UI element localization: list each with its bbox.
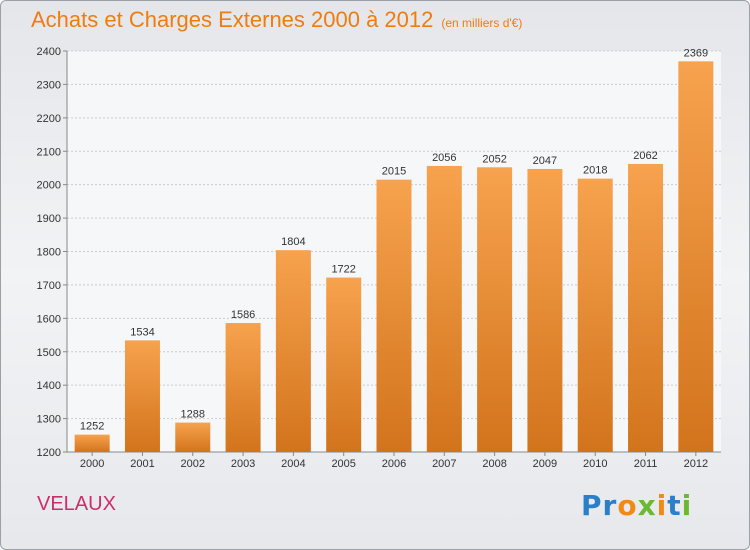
bar [326, 277, 362, 452]
x-tick-label: 2003 [231, 458, 255, 470]
x-tick-label: 2009 [533, 458, 557, 470]
bar-value-label: 1534 [130, 326, 154, 338]
x-tick-label: 2012 [684, 458, 708, 470]
y-tick-label: 1500 [37, 347, 61, 359]
bar [74, 434, 110, 452]
x-tick-label: 2000 [80, 458, 104, 470]
y-tick-label: 1800 [37, 247, 61, 259]
y-tick-label: 2200 [37, 113, 61, 125]
title-row: Achats et Charges Externes 2000 à 2012 (e… [31, 7, 522, 33]
bar-value-label: 1804 [281, 236, 305, 248]
y-tick-label: 2000 [37, 180, 61, 192]
bar [275, 250, 311, 452]
bar [426, 165, 462, 452]
bar-value-label: 2062 [633, 150, 657, 162]
logo-letter: o [617, 489, 638, 522]
bar-value-label: 2056 [432, 152, 456, 164]
x-tick-label: 2005 [331, 458, 355, 470]
chart-subtitle: (en milliers d'€) [441, 16, 523, 30]
bar [577, 178, 613, 452]
x-tick-label: 2008 [482, 458, 506, 470]
y-tick-label: 1300 [37, 414, 61, 426]
x-tick-label: 2011 [634, 458, 658, 470]
logo-letter: t [667, 489, 682, 522]
y-tick-label: 2300 [37, 79, 61, 91]
y-tick-label: 1400 [37, 380, 61, 392]
bar [477, 167, 513, 453]
logo-letter: r [602, 489, 618, 522]
bar [628, 163, 664, 452]
bar-value-label: 2369 [684, 47, 708, 59]
x-tick-label: 2004 [281, 458, 305, 470]
logo-letter: i [656, 489, 668, 522]
x-tick-label: 2006 [382, 458, 406, 470]
logo-letter: i [681, 489, 693, 522]
bar-value-label: 1722 [331, 264, 355, 276]
y-tick-label: 1200 [37, 447, 61, 459]
bar [376, 179, 412, 452]
bar-value-label: 1586 [231, 309, 255, 321]
x-tick-label: 2001 [130, 458, 154, 470]
bar [225, 323, 261, 452]
x-tick-label: 2007 [432, 458, 456, 470]
bar [678, 61, 714, 453]
bar-value-label: 2047 [533, 155, 557, 167]
y-tick-label: 1700 [37, 280, 61, 292]
y-tick-label: 1900 [37, 213, 61, 225]
bar-value-label: 1288 [181, 409, 205, 421]
chart-title: Achats et Charges Externes 2000 à 2012 [31, 7, 434, 32]
bar-value-label: 2018 [583, 165, 607, 177]
proxiti-logo: Proxiti [581, 489, 692, 522]
bar [175, 422, 211, 452]
bar [527, 168, 563, 453]
bar-value-label: 2052 [482, 153, 506, 165]
bar [124, 340, 160, 452]
x-tick-label: 2010 [583, 458, 607, 470]
location-label: VELAUX [37, 493, 116, 515]
bar-value-label: 1252 [80, 421, 104, 433]
y-tick-label: 2100 [37, 146, 61, 158]
bar-value-label: 2015 [382, 166, 406, 178]
y-tick-label: 2400 [37, 46, 61, 58]
logo-letter: x [637, 489, 657, 522]
y-tick-label: 1600 [37, 313, 61, 325]
logo-letter: P [581, 489, 603, 522]
x-tick-label: 2002 [181, 458, 205, 470]
